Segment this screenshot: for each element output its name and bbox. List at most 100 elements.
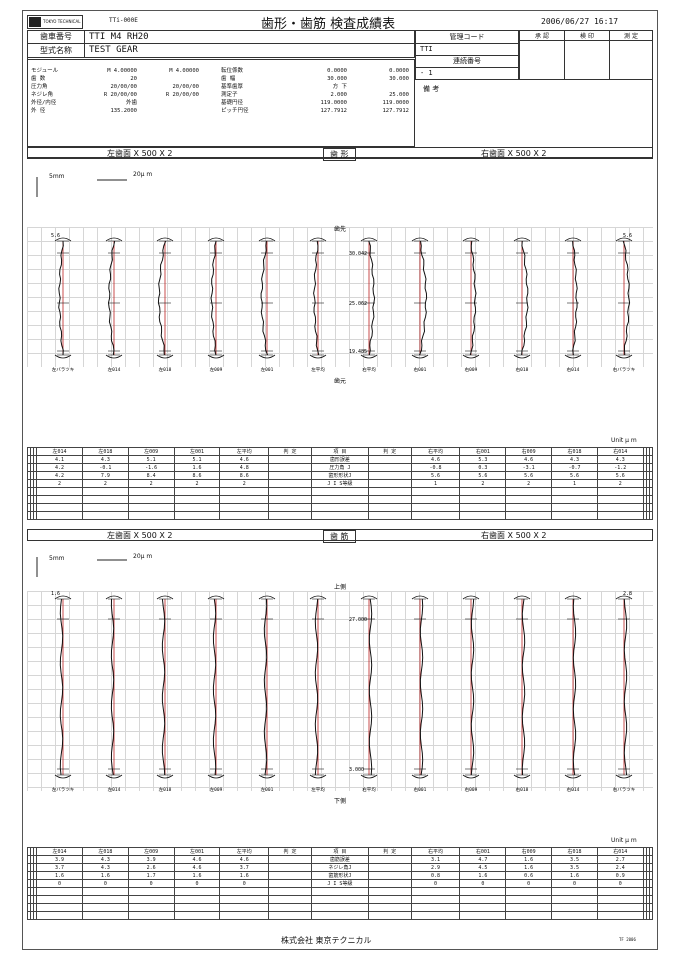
lead-section-bar xyxy=(27,529,653,541)
row-item: 歯形形状J xyxy=(310,471,369,480)
table-row xyxy=(26,503,654,512)
lead-scale-horizontal: 20μ m xyxy=(133,553,153,560)
spec-mid-label-4: 基礎円径 xyxy=(221,100,244,106)
table-header-row: 左014 左018 左009 左001 左平均判 定項 目判 定右平均 右001 右009 右… xyxy=(26,447,654,456)
table-cell: 0 xyxy=(36,879,83,888)
profile-unit: Unit μ m xyxy=(611,437,637,444)
tooth-trace xyxy=(411,237,429,359)
lead-unit: Unit μ m xyxy=(611,837,637,844)
col-header: 右018 xyxy=(551,447,598,456)
col-header: 左001 xyxy=(173,447,221,456)
table-cell: 3.7 xyxy=(219,863,270,872)
edge-value-left: 1.6 xyxy=(51,591,60,597)
table-row: 3.9 4.3 3.9 4.6 4.6 歯筋誤差 3.1 4.7 1.6 3.5 2.7 xyxy=(26,855,654,864)
table-cell: 5.6 xyxy=(596,471,644,480)
col-header: 右009 xyxy=(505,447,553,456)
col-header: 左平均 xyxy=(219,847,270,856)
model-label: 型式名称 xyxy=(27,43,85,58)
level-label: 27.000 xyxy=(349,617,367,623)
tooth-label: 左014 xyxy=(108,786,121,793)
table-cell xyxy=(268,879,312,888)
col-header: 右001 xyxy=(459,847,507,856)
table-cell: -0.1 xyxy=(81,463,129,472)
edge-value-left: 5.6 xyxy=(51,233,60,239)
spec-left-value2-1 xyxy=(143,75,199,83)
table-cell: 0 xyxy=(596,879,644,888)
spec-left-label-0: モジュール xyxy=(31,68,59,74)
tooth-label: 左平均 xyxy=(311,366,325,373)
table-cell: 4.3 xyxy=(551,455,598,464)
table-cell: 4.6 xyxy=(410,455,461,464)
tooth-trace xyxy=(564,237,582,359)
table-cell: 8.6 xyxy=(173,471,221,480)
table-cell: 4.6 xyxy=(219,855,270,864)
level-label: 19.485 xyxy=(349,349,367,355)
table-cell: 1.6 xyxy=(36,871,83,880)
col-header: 判 定 xyxy=(268,847,312,856)
table-header-row: 左014 左018 左009 左001 左平均判 定項 目判 定右平均 右001 右009 右… xyxy=(26,847,654,856)
table-cell: 4.2 xyxy=(36,471,83,480)
spec-mid-value1-1: 30.000 xyxy=(327,76,347,82)
table-cell: 0 xyxy=(459,879,507,888)
approval-header-2: 検 印 xyxy=(565,31,609,41)
table-cell: 0.8 xyxy=(410,871,461,880)
table-cell: 5.1 xyxy=(127,455,175,464)
spec-mid-col1: 0.0000 30.000 方 下 2.000 119.0000 127.7912 xyxy=(291,67,348,115)
table-cell: 1.6 xyxy=(459,871,507,880)
tooth-label: 左平均 xyxy=(311,786,325,793)
profile-section-bar xyxy=(27,147,653,159)
footer-code: TF 2006 xyxy=(619,937,636,942)
col-header: 項 目 xyxy=(310,847,369,856)
col-header: 右009 xyxy=(505,847,553,856)
doc-code: TTi-000E xyxy=(109,17,138,24)
profile-scale-horizontal: 20μ m xyxy=(133,171,153,178)
tooth-trace xyxy=(462,595,480,779)
table-cell: 0 xyxy=(551,879,598,888)
table-cell: 1.6 xyxy=(81,871,129,880)
table-cell: 2.9 xyxy=(410,863,461,872)
col-header: 左018 xyxy=(81,847,129,856)
table-cell: 3.5 xyxy=(551,855,598,864)
spec-left-value2-2: 20/00/00 xyxy=(172,84,200,90)
tooth-label: 左バラツキ xyxy=(52,786,75,793)
spec-left-label-3: ネジレ角 xyxy=(31,92,54,98)
col-header: 項 目 xyxy=(310,447,369,456)
spec-mid-value1-5: 127.7912 xyxy=(320,108,348,114)
tooth-trace xyxy=(615,237,633,359)
col-header: 右平均 xyxy=(410,847,461,856)
table-cell: 1.6 xyxy=(219,871,270,880)
spec-mid-label-1: 歯 幅 xyxy=(221,76,236,82)
col-header: 判 定 xyxy=(367,447,412,456)
profile-right-label: 右歯面 X 500 X 2 xyxy=(481,149,547,158)
tooth-trace xyxy=(513,595,531,779)
row-item: ネジレ角J xyxy=(310,863,369,872)
row-item: 歯筋誤差 xyxy=(310,855,369,864)
tooth-trace xyxy=(360,237,378,359)
plot-top-label: 上側 xyxy=(334,583,346,591)
table-cell xyxy=(268,855,312,864)
table-cell: 5.1 xyxy=(173,455,221,464)
tooth-trace xyxy=(411,595,429,779)
table-cell: 2.7 xyxy=(596,855,644,864)
row-item: 歯筋形状J xyxy=(310,871,369,880)
tooth-label: 左018 xyxy=(159,366,172,373)
spec-mid-value2-0: 0.0000 xyxy=(389,68,409,74)
table-cell: 1.6 xyxy=(551,871,598,880)
table-cell: 2 xyxy=(596,479,644,488)
table-cell: 4.6 xyxy=(173,863,221,872)
spec-mid-label-5: ピッチ円径 xyxy=(221,108,249,114)
table-row xyxy=(26,511,654,520)
row-item: J I S等級 xyxy=(310,479,369,488)
spec-left-value2-0: M 4.00000 xyxy=(169,68,199,74)
level-label: 25.062 xyxy=(349,301,367,307)
tooth-trace xyxy=(207,237,225,359)
spec-mid-value1-4: 119.0000 xyxy=(320,100,348,106)
table-cell: 4.3 xyxy=(596,455,644,464)
table-row: 3.7 4.3 2.6 4.6 3.7 ネジレ角J 2.9 4.5 1.6 3.5 2.4 xyxy=(26,863,654,872)
spec-mid-label-3: 測定子 xyxy=(221,92,238,98)
spec-mid-label-2: 基準歯厚 xyxy=(221,84,244,90)
col-header: 左001 xyxy=(173,847,221,856)
col-header: 右001 xyxy=(459,447,507,456)
